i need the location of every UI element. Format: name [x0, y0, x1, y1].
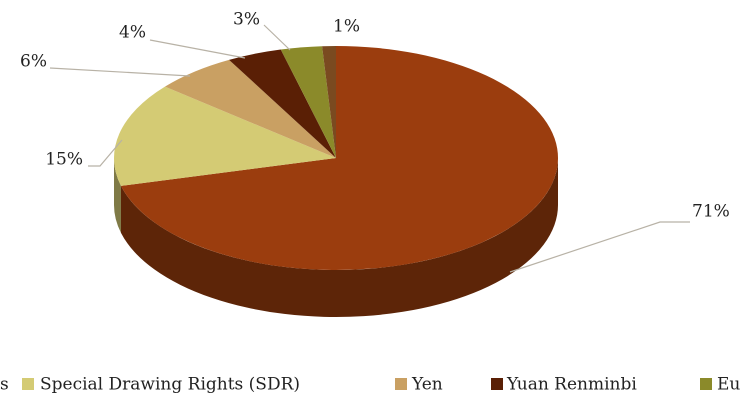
data-label: 71% — [692, 202, 730, 222]
slice — [120, 46, 559, 271]
data-label: 3% — [233, 10, 260, 30]
legend-swatch — [700, 378, 712, 390]
slice — [114, 86, 337, 186]
legend-label: Yen — [411, 375, 443, 395]
legend-label: Eu — [717, 375, 740, 395]
legend-label: s — [0, 375, 9, 395]
slice — [322, 46, 336, 158]
legend-label: Yuan Renminbi — [506, 375, 637, 395]
leader-line — [149, 39, 246, 59]
slice — [280, 46, 336, 158]
leader-line — [49, 67, 191, 77]
data-label: 6% — [20, 52, 47, 72]
legend-swatch — [491, 378, 503, 390]
leader-line — [509, 221, 690, 273]
data-label: 1% — [333, 17, 360, 37]
legend-label: Special Drawing Rights (SDR) — [40, 375, 300, 395]
slice-side — [114, 158, 121, 233]
legend-swatch — [22, 378, 34, 390]
legend-swatch — [395, 378, 407, 390]
slice — [229, 49, 336, 158]
slice-side — [120, 158, 558, 317]
data-label: 4% — [119, 23, 146, 43]
data-label: 15% — [45, 150, 83, 170]
leader-line — [263, 24, 291, 51]
slice — [164, 59, 336, 158]
leader-line — [88, 139, 123, 167]
